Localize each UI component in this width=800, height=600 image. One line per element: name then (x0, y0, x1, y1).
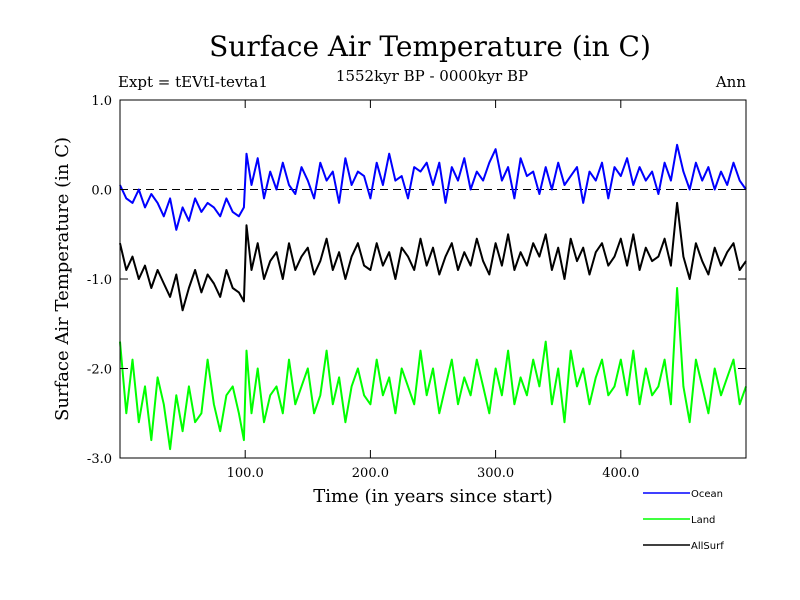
y-tick-label: 0.0 (91, 184, 112, 199)
y-tick-label: 1.0 (91, 94, 112, 109)
legend: Ocean Land AllSurf (643, 489, 724, 552)
x-tick-label: 100.0 (227, 466, 264, 481)
period-label: 1552kyr BP - 0000kyr BP (336, 67, 528, 85)
x-tick-label: 200.0 (352, 466, 389, 481)
chart-title: Surface Air Temperature (in C) (209, 30, 651, 63)
plot-frame (119, 99, 747, 459)
y-axis-label: Surface Air Temperature (in C) (52, 137, 73, 421)
series-line-allsurf (119, 201, 747, 312)
series-line-land (119, 287, 747, 451)
season-label: Ann (715, 73, 746, 91)
legend-label-land: Land (691, 515, 715, 526)
legend-label-allsurf: AllSurf (691, 541, 724, 552)
x-tick-label: 300.0 (477, 466, 514, 481)
experiment-label: Expt = tEVtI-tevta1 (118, 73, 268, 91)
x-axis-label: Time (in years since start) (313, 486, 553, 507)
legend-label-ocean: Ocean (691, 489, 723, 500)
series-line-ocean (119, 143, 747, 231)
y-tick-label: -3.0 (87, 452, 112, 467)
plot-layer: 100.0 200.0 300.0 400.0 1.0 0.0 -1.0 -2.0 -3.0 (87, 94, 747, 481)
y-tick-label: -1.0 (87, 273, 112, 288)
x-tick-label: 400.0 (602, 466, 639, 481)
y-tick-label: -2.0 (87, 363, 112, 378)
